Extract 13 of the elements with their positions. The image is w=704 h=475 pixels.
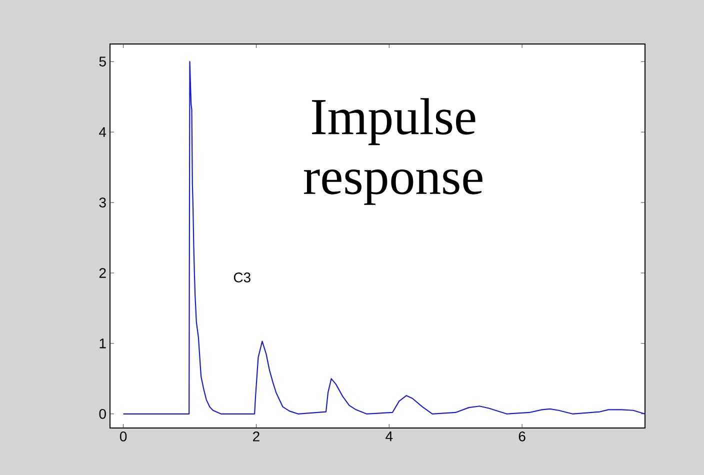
y-tick-label: 5 <box>99 56 106 66</box>
y-tick-label: 4 <box>99 127 106 137</box>
y-tick-label: 2 <box>99 268 106 278</box>
x-tick-label: 0 <box>120 431 127 442</box>
y-tick-label: 0 <box>99 408 106 419</box>
annotation: C3 <box>234 272 250 282</box>
y-tick-label: 1 <box>100 338 106 348</box>
x-tick-label: 2 <box>253 431 260 442</box>
y-tick-label: 3 <box>99 198 106 208</box>
x-tick-label: 4 <box>386 432 393 442</box>
line-series <box>122 61 646 414</box>
annotation: Impulse response <box>304 98 482 205</box>
x-tick-label: 6 <box>518 431 526 442</box>
